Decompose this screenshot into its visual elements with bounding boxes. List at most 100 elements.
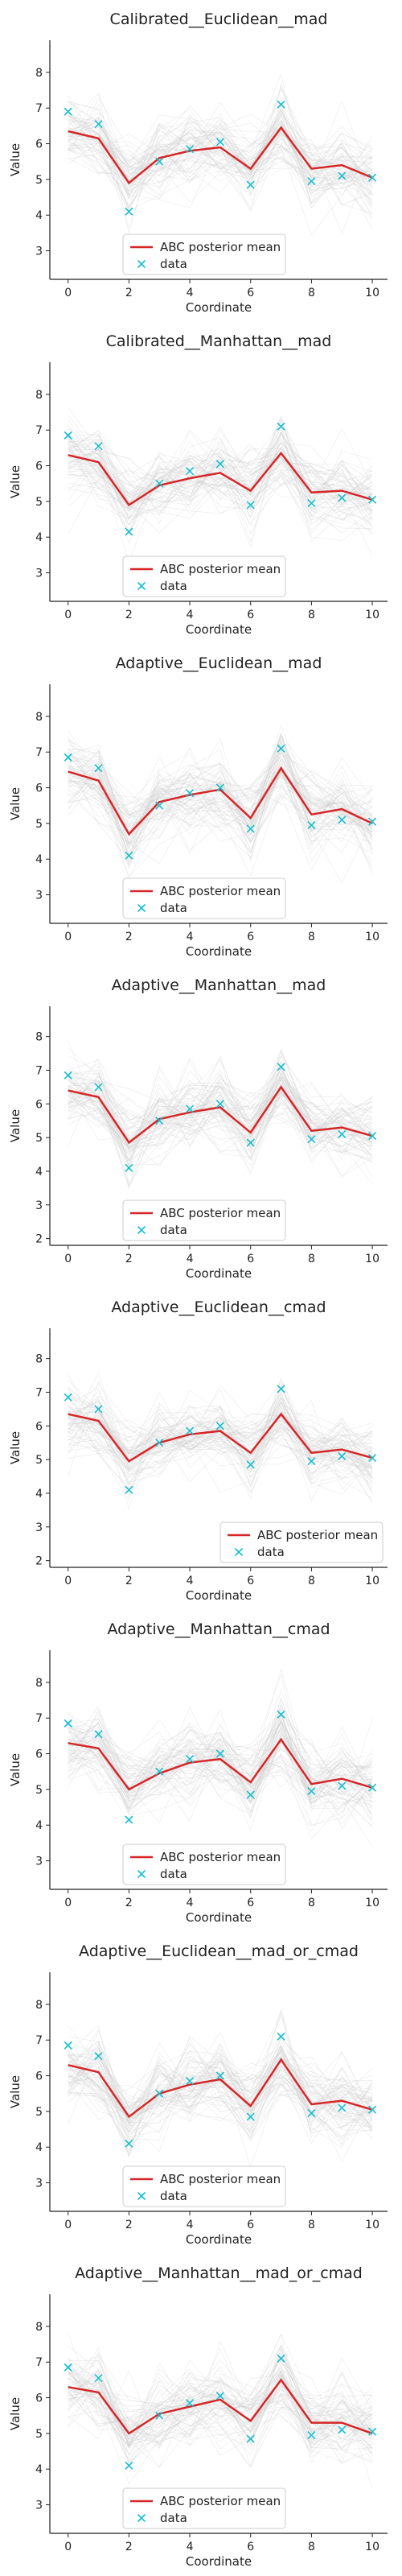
posterior-trace [68, 423, 373, 511]
posterior-trace [68, 2370, 373, 2450]
x-tick-label: 0 [64, 2219, 72, 2231]
posterior-trace [68, 448, 373, 517]
posterior-trace [68, 1697, 373, 1799]
posterior-trace [68, 734, 373, 875]
data-point [338, 1129, 347, 1139]
posterior-trace [68, 748, 373, 854]
posterior-trace [68, 774, 373, 822]
x-tick-label: 10 [365, 2219, 379, 2231]
posterior-trace [68, 1402, 373, 1501]
x-tick-label: 0 [64, 609, 72, 621]
x-tick-label: 6 [247, 287, 254, 299]
posterior-trace [68, 448, 373, 509]
posterior-trace [68, 1726, 373, 1816]
posterior-traces [68, 2008, 373, 2169]
y-tick-label: 7 [35, 2034, 43, 2047]
posterior-trace [68, 92, 373, 195]
x-axis-label: Coordinate [186, 1910, 252, 1925]
data-point [125, 851, 133, 860]
posterior-trace [68, 436, 373, 526]
posterior-trace [68, 1728, 373, 1795]
posterior-trace [68, 438, 373, 521]
legend-mean-label: ABC posterior mean [160, 2172, 281, 2186]
data-point [155, 2411, 164, 2420]
data-point [246, 824, 255, 833]
chart-title: Calibrated__Euclidean__mad [110, 10, 328, 28]
posterior-trace [68, 2372, 373, 2485]
posterior-trace [68, 1090, 373, 1175]
chart-title: Calibrated__Manhattan__mad [106, 332, 332, 350]
posterior-trace [68, 427, 373, 512]
data-point [64, 107, 72, 116]
posterior-trace [68, 460, 373, 535]
posterior-trace [68, 102, 373, 192]
posterior-trace [68, 1432, 373, 1476]
posterior-trace [68, 119, 373, 210]
posterior-trace [68, 436, 373, 541]
data-point [64, 1071, 72, 1080]
posterior-trace [68, 2032, 373, 2155]
posterior-trace [68, 1055, 373, 1178]
posterior-trace [68, 1071, 373, 1161]
posterior-trace [68, 1718, 373, 1795]
posterior-trace [68, 748, 373, 823]
y-tick-label: 3 [35, 2178, 43, 2190]
data-point [125, 2139, 133, 2148]
posterior-trace [68, 82, 373, 211]
posterior-trace [68, 1080, 373, 1166]
posterior-trace [68, 744, 373, 857]
posterior-trace [68, 1387, 373, 1477]
mean-line [68, 2378, 373, 2435]
y-tick-label: 3 [35, 890, 43, 902]
data-point [64, 2041, 72, 2050]
posterior-trace [68, 99, 373, 206]
x-tick-label: 6 [247, 1253, 254, 1265]
posterior-trace [68, 129, 373, 177]
data-point [185, 145, 195, 154]
posterior-trace [68, 2064, 373, 2137]
posterior-trace [68, 1400, 373, 1490]
posterior-trace [68, 763, 373, 864]
posterior-trace [68, 2059, 373, 2140]
posterior-trace [68, 750, 373, 826]
data-point [185, 467, 195, 476]
posterior-trace [68, 733, 373, 849]
posterior-trace [68, 117, 373, 208]
posterior-trace [68, 131, 373, 197]
x-tick-label: 8 [308, 2219, 315, 2231]
posterior-trace [68, 2046, 373, 2123]
posterior-trace [68, 2051, 373, 2133]
x-tick-label: 6 [247, 1575, 254, 1587]
posterior-trace [68, 2056, 373, 2141]
mean-line [68, 1085, 373, 1145]
posterior-trace [68, 2378, 373, 2462]
posterior-trace [68, 1397, 373, 1487]
posterior-trace [68, 431, 373, 543]
x-axis-label: Coordinate [186, 2232, 252, 2247]
chart-panel-5: 3 4 5 6 7 8 0 2 4 6 8 10 Adaptive__Manhattan__cmad Co… [8, 1620, 388, 1925]
posterior-trace [68, 764, 373, 854]
posterior-trace [68, 117, 373, 181]
posterior-trace [68, 106, 373, 205]
legend-mean-label: ABC posterior mean [160, 2494, 281, 2508]
chart-panel-4: 2 3 4 5 6 7 8 0 2 4 6 8 10 Adaptive__Euclidean__cmad C… [8, 1298, 388, 1603]
data-point [64, 1719, 72, 1728]
data-point [215, 138, 224, 147]
posterior-trace [68, 1420, 373, 1485]
posterior-trace [68, 112, 373, 204]
posterior-trace [68, 1402, 373, 1488]
data-point [185, 2077, 195, 2086]
posterior-trace [68, 2041, 373, 2120]
y-tick-label: 3 [35, 1856, 43, 1868]
x-tick-label: 10 [365, 609, 379, 621]
posterior-trace [68, 113, 373, 188]
posterior-trace [68, 769, 373, 843]
posterior-trace [68, 1407, 373, 1473]
posterior-trace [68, 739, 373, 841]
posterior-trace [68, 453, 373, 514]
posterior-trace [68, 123, 373, 190]
posterior-trace [68, 776, 373, 825]
legend-data-swatch [234, 1547, 244, 1557]
legend-box [122, 1199, 286, 1241]
